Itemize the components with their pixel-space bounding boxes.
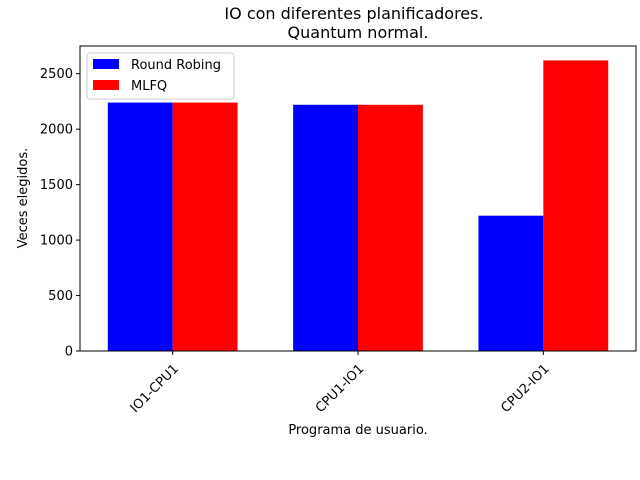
y-axis: 0 500 1000 1500 2000 2500 bbox=[40, 67, 80, 360]
x-axis-label: Programa de usuario. bbox=[288, 423, 427, 438]
y-axis-label: Veces elegidos. bbox=[16, 148, 31, 249]
x-tick-label-cpu2-io1: CPU2-IO1 bbox=[498, 362, 552, 416]
chart-title: IO con diferentes planificadores. bbox=[224, 4, 483, 23]
y-tick-label: 0 bbox=[65, 345, 73, 360]
bar-mlfq-cpu2-io1 bbox=[543, 60, 609, 351]
legend-label-mlfq: MLFQ bbox=[131, 79, 167, 94]
legend-swatch-round-robing bbox=[93, 59, 119, 69]
y-tick-label: 1000 bbox=[40, 234, 73, 249]
legend-label-round-robing: Round Robing bbox=[131, 58, 221, 73]
x-axis: IO1-CPU1 CPU1-IO1 CPU2-IO1 bbox=[128, 351, 553, 416]
legend-box bbox=[86, 52, 235, 100]
chart-subtitle: Quantum normal. bbox=[288, 23, 429, 42]
y-tick-label: 2000 bbox=[40, 123, 73, 138]
x-tick-label-cpu1-io1: CPU1-IO1 bbox=[313, 362, 367, 416]
x-tick-label-io1-cpu1: IO1-CPU1 bbox=[128, 362, 182, 416]
bar-round-robing-cpu1-io1 bbox=[293, 104, 358, 351]
legend-swatch-mlfq bbox=[93, 80, 119, 90]
bar-mlfq-io1-cpu1 bbox=[172, 102, 238, 352]
bar-mlfq-cpu1-io1 bbox=[358, 104, 423, 351]
bar-round-robing-io1-cpu1 bbox=[107, 102, 173, 352]
bars-group bbox=[107, 60, 609, 352]
legend: Round Robing MLFQ bbox=[86, 52, 235, 100]
y-tick-label: 1500 bbox=[40, 178, 73, 193]
y-tick-label: 500 bbox=[48, 289, 73, 304]
bar-round-robing-cpu2-io1 bbox=[478, 215, 544, 351]
y-tick-label: 2500 bbox=[40, 67, 73, 82]
